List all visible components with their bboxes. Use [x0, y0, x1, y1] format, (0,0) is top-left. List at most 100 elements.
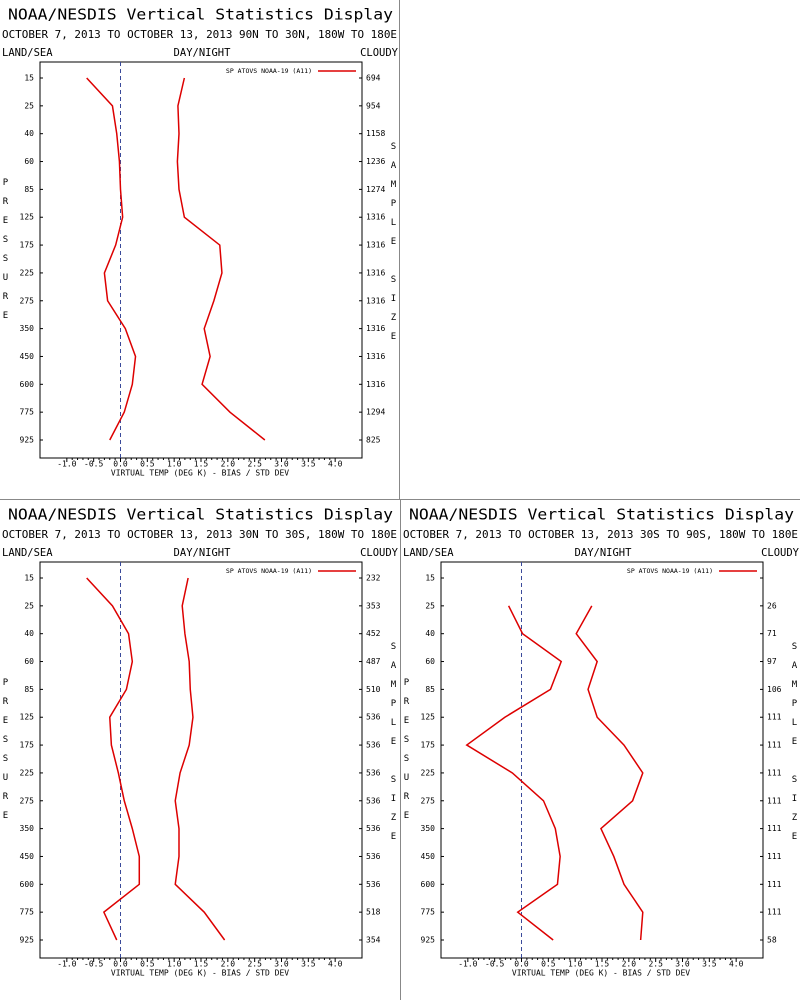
- y-tick-label: 125: [421, 713, 436, 722]
- y-tick-label: 775: [20, 408, 35, 417]
- x-tick-label: 0.0: [113, 460, 128, 469]
- center-header: DAY/NIGHT: [575, 547, 633, 559]
- x-tick-label: -0.5: [84, 460, 103, 469]
- x-tick-label: 2.0: [622, 960, 637, 969]
- x-tick-label: 3.5: [301, 960, 316, 969]
- x-tick-label: 1.5: [194, 960, 209, 969]
- sample-size-label: 825: [366, 436, 381, 445]
- left-header: LAND/SEA: [2, 547, 53, 559]
- x-tick-label: 2.0: [221, 960, 236, 969]
- x-tick-label: 1.5: [595, 960, 610, 969]
- y-tick-label: 60: [24, 657, 34, 666]
- panel-title: NOAA/NESDIS Vertical Statistics Display: [409, 506, 794, 524]
- sample-size-label: 518: [366, 908, 381, 917]
- sample-size-label: 1294: [366, 408, 385, 417]
- sample-size-label: 58: [767, 936, 777, 945]
- y-tick-label: 275: [421, 796, 436, 805]
- sample-size-label: 1316: [366, 241, 385, 250]
- center-header: DAY/NIGHT: [174, 547, 232, 559]
- y-tick-label: 125: [20, 713, 35, 722]
- sample-size-label: 111: [767, 768, 782, 777]
- panel-subtitle: OCTOBER 7, 2013 TO OCTOBER 13, 2013 90N …: [2, 29, 397, 41]
- x-tick-label: 3.5: [301, 460, 316, 469]
- right-header: CLOUDY: [360, 47, 399, 59]
- profile-line: [176, 77, 266, 441]
- x-tick-label: 2.0: [221, 460, 236, 469]
- y-tick-label: 925: [20, 936, 35, 945]
- y-axis-label: PRESSURE: [1, 178, 11, 330]
- sample-size-label: 1316: [366, 380, 385, 389]
- x-tick-label: 3.0: [274, 960, 289, 969]
- panel-subtitle: OCTOBER 7, 2013 TO OCTOBER 13, 2013 30S …: [403, 529, 798, 541]
- x-tick-label: -0.5: [84, 960, 103, 969]
- y-tick-label: 15: [24, 574, 34, 583]
- right-header: CLOUDY: [761, 547, 800, 559]
- sample-size-label: 536: [366, 852, 381, 861]
- y-axis-label: PRESSURE: [1, 678, 11, 830]
- y-tick-label: 225: [20, 268, 35, 277]
- y-tick-label: 225: [421, 768, 436, 777]
- sample-size-label: 232: [366, 574, 381, 583]
- y-tick-label: 85: [24, 185, 34, 194]
- sample-size-label: 1316: [366, 352, 385, 361]
- y2-axis-label: SAMPLE SIZE: [389, 642, 399, 851]
- sample-size-label: 106: [767, 685, 782, 694]
- legend-label: SP ATOVS NOAA-19 (A11): [627, 567, 713, 575]
- x-tick-label: 1.0: [167, 960, 182, 969]
- sample-size-label: 354: [366, 936, 381, 945]
- x-tick-label: 4.0: [729, 960, 744, 969]
- sample-size-label: 111: [767, 908, 782, 917]
- x-tick-label: 3.0: [675, 960, 690, 969]
- profile-line: [86, 77, 137, 441]
- sample-size-label: 1274: [366, 185, 385, 194]
- sample-size-label: 111: [767, 880, 782, 889]
- x-tick-label: 0.5: [541, 960, 556, 969]
- x-tick-label: -1.0: [57, 460, 76, 469]
- x-tick-label: 3.5: [702, 960, 717, 969]
- sample-size-label: 1316: [366, 213, 385, 222]
- x-tick-label: 4.0: [328, 960, 343, 969]
- profile-line: [465, 605, 563, 941]
- y-tick-label: 275: [20, 796, 35, 805]
- y-tick-label: 15: [425, 574, 435, 583]
- sample-size-label: 1316: [366, 296, 385, 305]
- left-header: LAND/SEA: [2, 47, 53, 59]
- y-tick-label: 85: [24, 685, 34, 694]
- sample-size-label: 536: [366, 713, 381, 722]
- y-tick-label: 15: [24, 74, 34, 83]
- sample-size-label: 954: [366, 101, 381, 110]
- sample-size-label: 97: [767, 657, 777, 666]
- y-tick-label: 40: [24, 129, 34, 138]
- sample-size-label: 1316: [366, 268, 385, 277]
- panel-subtitle: OCTOBER 7, 2013 TO OCTOBER 13, 2013 30N …: [2, 529, 397, 541]
- y-tick-label: 775: [421, 908, 436, 917]
- x-tick-label: 0.0: [514, 960, 529, 969]
- sample-size-label: 452: [366, 629, 381, 638]
- y-tick-label: 775: [20, 908, 35, 917]
- x-tick-label: 1.0: [568, 960, 583, 969]
- profile-line: [86, 577, 141, 941]
- sample-size-label: 536: [366, 768, 381, 777]
- y-axis-label: PRESSURE: [402, 678, 412, 830]
- panel: NOAA/NESDIS Vertical Statistics Display O…: [402, 506, 800, 978]
- y-tick-label: 40: [425, 629, 435, 638]
- y-tick-label: 600: [421, 880, 436, 889]
- panel-title: NOAA/NESDIS Vertical Statistics Display: [8, 6, 393, 24]
- sample-size-label: 510: [366, 685, 381, 694]
- x-tick-label: 1.5: [194, 460, 209, 469]
- y-tick-label: 225: [20, 768, 35, 777]
- y-tick-label: 600: [20, 380, 35, 389]
- x-tick-label: 1.0: [167, 460, 182, 469]
- sample-size-label: 111: [767, 741, 782, 750]
- y-tick-label: 175: [20, 241, 35, 250]
- sample-size-label: 536: [366, 824, 381, 833]
- profile-line: [174, 577, 226, 941]
- x-tick-label: 4.0: [328, 460, 343, 469]
- x-tick-label: 3.0: [274, 460, 289, 469]
- y-tick-label: 450: [20, 352, 35, 361]
- x-axis-label: VIRTUAL TEMP (DEG K) - BIAS / STD DEV: [512, 969, 690, 978]
- sample-size-label: 536: [366, 741, 381, 750]
- y-tick-label: 450: [421, 852, 436, 861]
- sample-size-label: 353: [366, 601, 381, 610]
